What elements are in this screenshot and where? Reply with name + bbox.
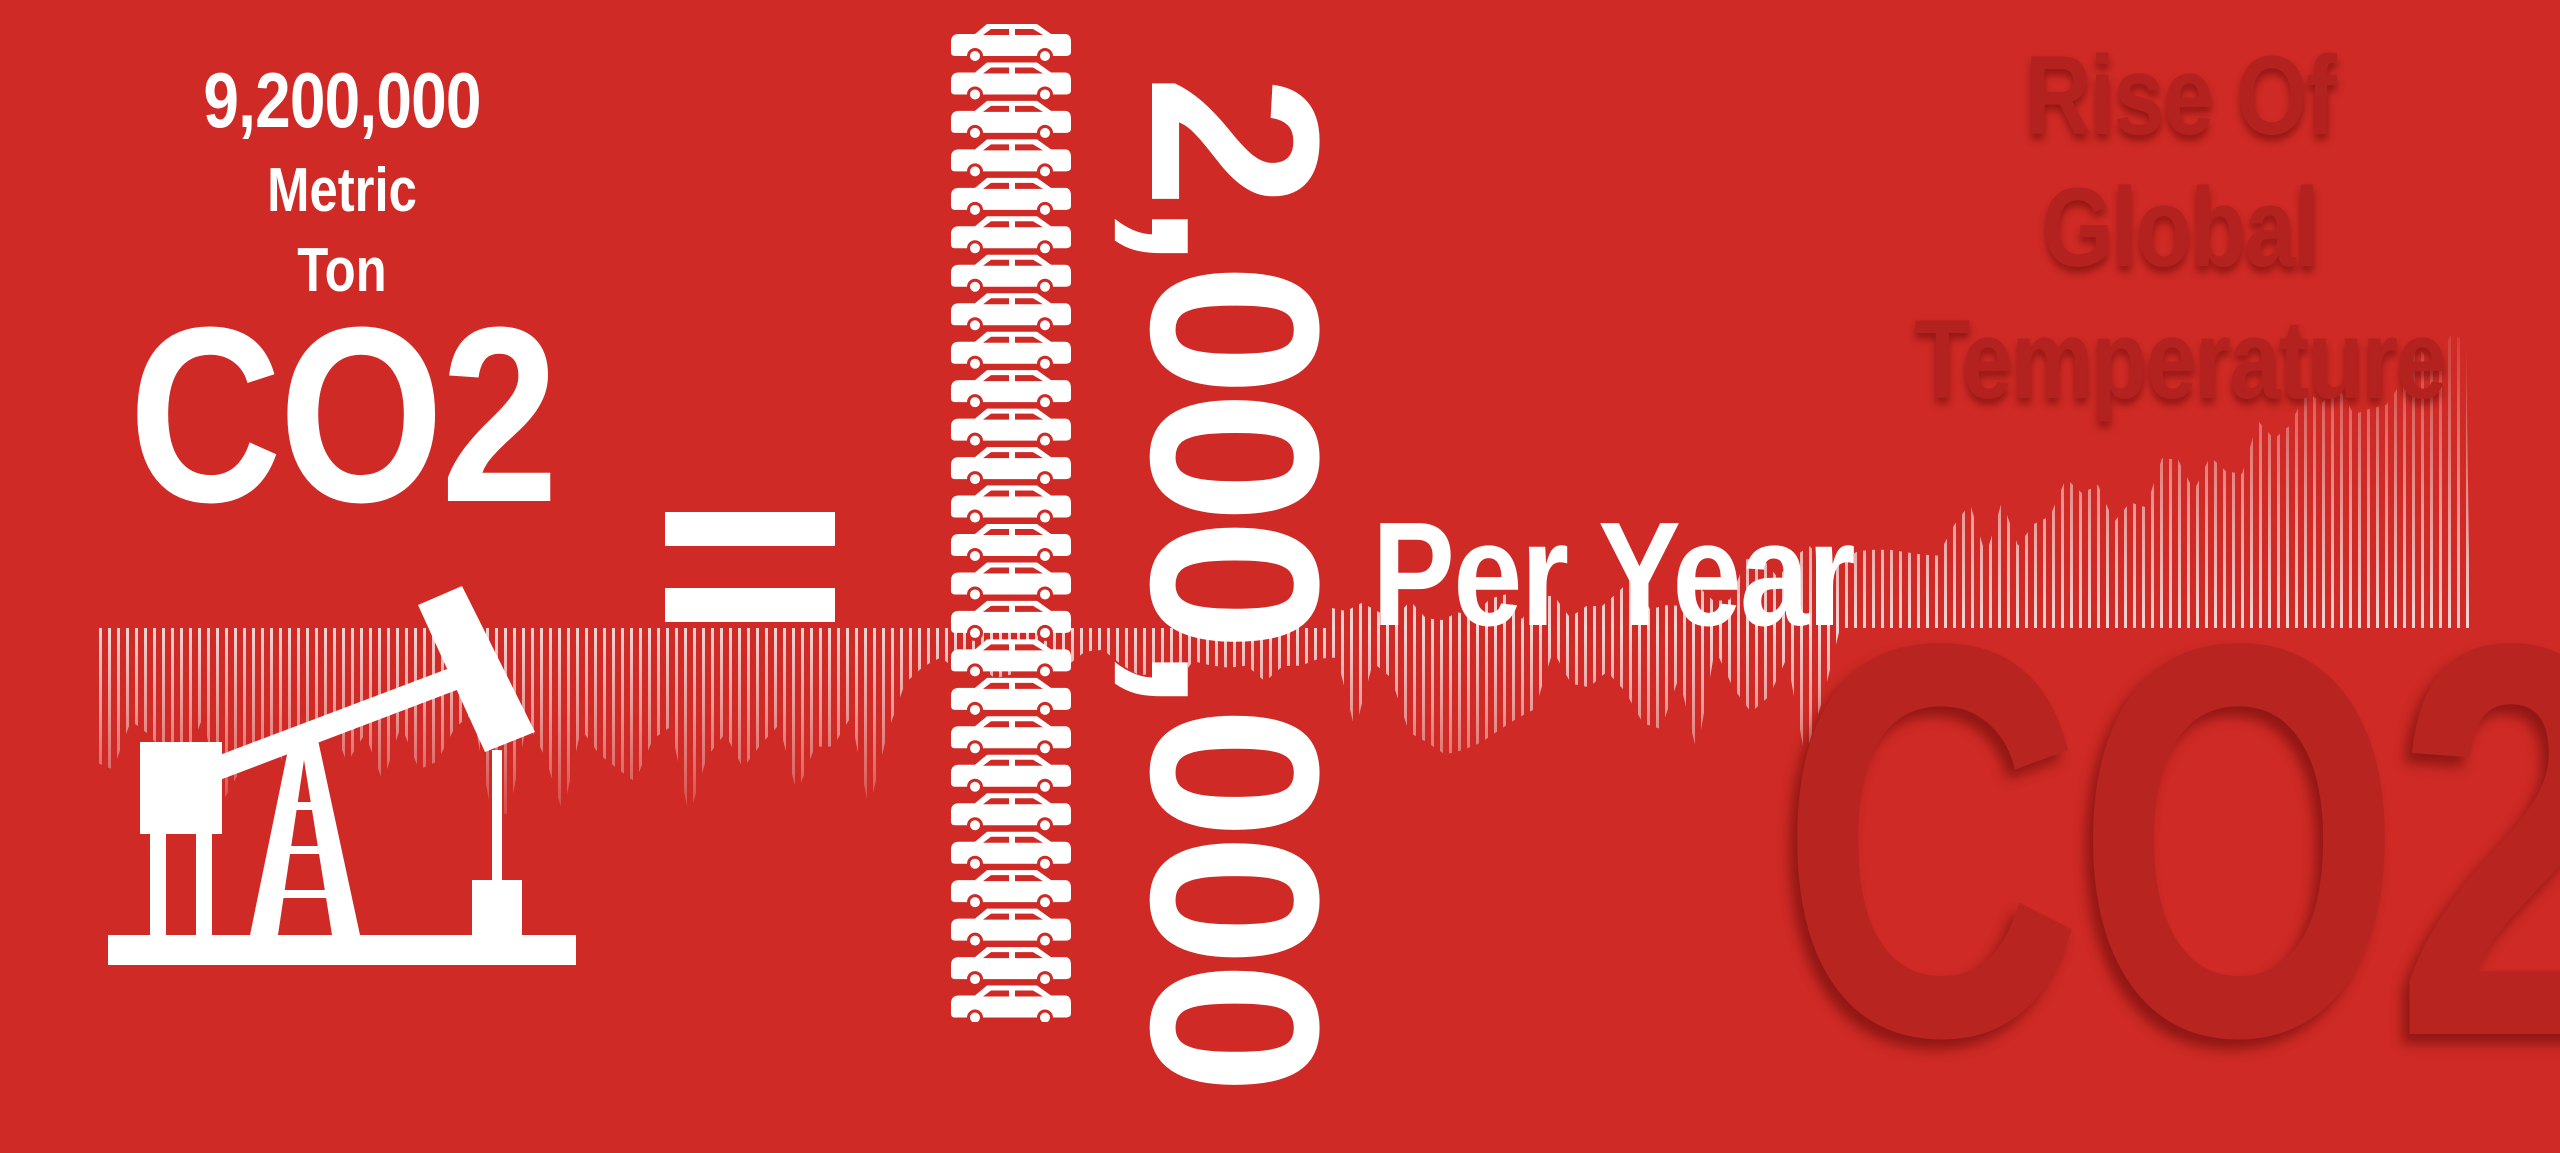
car-icon [951, 831, 1071, 872]
car-icon [951, 870, 1071, 911]
emission-unit-line-2: Ton [297, 236, 387, 305]
title-line-1: Rise Of Global [2024, 33, 2337, 290]
car-icon [951, 947, 1071, 988]
temperature-waveform-graphic [95, 335, 2470, 817]
car-icon [951, 139, 1071, 180]
car-icon [951, 254, 1071, 295]
equals-bar-bottom [665, 588, 835, 622]
emission-amount: 9,200,000 [203, 56, 481, 144]
equivalent-number: 2,000,000 [1101, 75, 1369, 1089]
equals-sign [665, 512, 835, 622]
car-icon [951, 600, 1071, 641]
oil-pump-jack-icon [108, 586, 576, 965]
car-icon [951, 216, 1071, 257]
emission-gas: CO2 [128, 275, 559, 554]
car-icon [951, 447, 1071, 488]
car-icon [951, 331, 1071, 372]
car-icon [951, 793, 1071, 834]
car-icon [951, 908, 1071, 949]
equals-bar-top [665, 512, 835, 546]
period-label: Per Year [1372, 492, 1856, 657]
car-icon [951, 62, 1071, 103]
background-co2-text: CO2 [1780, 527, 2560, 1153]
car-icon [951, 100, 1071, 141]
car-icon [951, 639, 1071, 680]
waveform-lower [95, 628, 1840, 817]
page-title: Rise Of Global Temperature [1893, 30, 2467, 426]
cars-column [951, 24, 1071, 1022]
car-icon [951, 370, 1071, 411]
car-icon [951, 408, 1071, 449]
emission-unit-line-1: Metric [267, 156, 417, 225]
car-icon [951, 754, 1071, 795]
car-icon [951, 177, 1071, 218]
car-icon [951, 985, 1071, 1022]
car-icon [951, 716, 1071, 757]
car-icon [951, 677, 1071, 718]
car-icon [951, 485, 1071, 526]
car-icon [951, 562, 1071, 603]
car-icon [951, 524, 1071, 564]
waveform-upper [1330, 335, 2470, 628]
car-icon [951, 293, 1071, 334]
car-icon [951, 24, 1071, 64]
title-line-2: Temperature [1914, 297, 2447, 422]
equivalent-number-block: 2,000,000 [1101, 75, 1369, 1089]
